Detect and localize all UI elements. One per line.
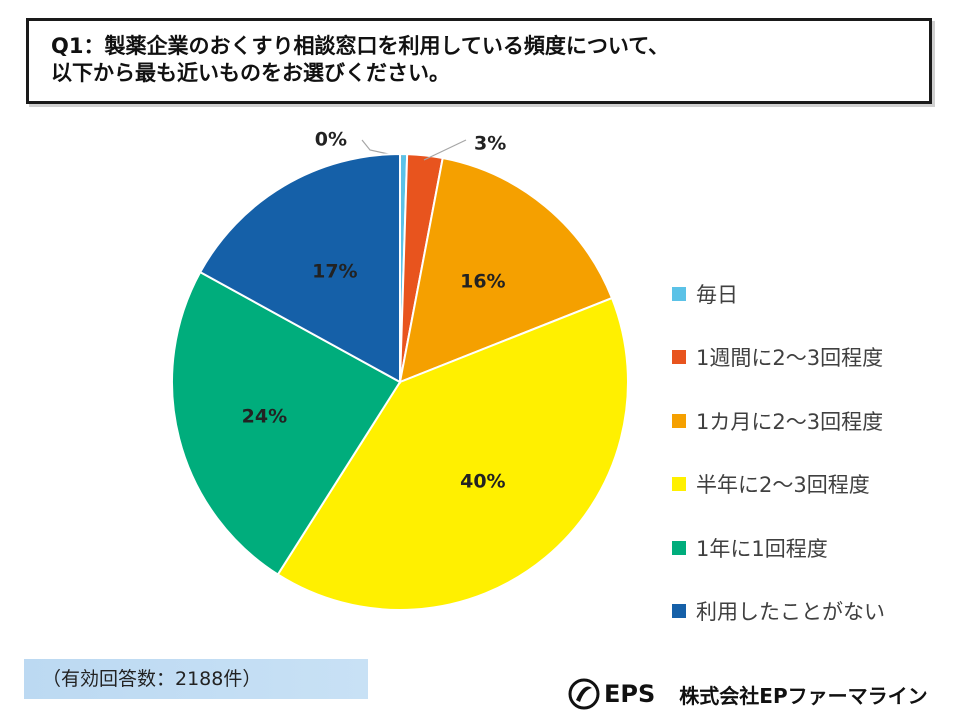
sample-size-note: （有効回答数：2188件）: [24, 659, 368, 699]
question-line-1: Q1：製薬企業のおくすり相談窓口を利用している頻度について、: [51, 34, 670, 58]
legend-swatch: [672, 287, 686, 301]
question-line-2: 以下から最も近いものをお選びください。: [51, 61, 450, 85]
legend-item: 1年に1回程度: [672, 532, 885, 564]
slice-data-label: 3%: [474, 133, 506, 155]
slice-data-label: 17%: [312, 260, 357, 282]
leader-line: [423, 139, 467, 161]
legend-swatch: [672, 603, 686, 618]
logo-text: EPS: [604, 680, 656, 708]
legend-swatch: [672, 350, 686, 365]
legend-label: 1年に1回程度: [696, 536, 828, 561]
question-box: Q1：製薬企業のおくすり相談窓口を利用している頻度について、 以下から最も近いも…: [26, 18, 932, 104]
legend-item: 1週間に2～3回程度: [672, 341, 885, 373]
legend-label: 毎日: [696, 283, 738, 307]
company-logo-icon: [568, 678, 600, 710]
legend: 毎日 1週間に2～3回程度 1カ月に2～3回程度 半年に2～3回程度 1年に1回程度利用…: [672, 278, 885, 658]
footer-logo: EPS 株式会社EPファーマライン: [568, 674, 928, 714]
legend-swatch: [672, 413, 686, 428]
pie-slice: [276, 296, 629, 611]
legend-label: 利用したことがない: [696, 599, 885, 624]
legend-label: 1カ月に2～3回程度: [696, 409, 884, 434]
legend-item: 1カ月に2～3回程度: [672, 405, 885, 437]
slice-data-label: 0%: [315, 129, 347, 151]
legend-swatch: [672, 540, 686, 555]
legend-swatch: [672, 477, 686, 492]
legend-label: 1週間に2～3回程度: [696, 346, 884, 371]
company-name: 株式会社EPファーマライン: [679, 683, 928, 708]
slice-data-label: 16%: [460, 270, 505, 292]
pie-slice: [398, 156, 614, 384]
slice-data-label: 40%: [460, 471, 505, 493]
legend-label: 半年に2～3回程度: [696, 473, 870, 498]
pie-slice: [171, 270, 402, 576]
slice-data-label: 24%: [242, 405, 287, 427]
pie-slice: [198, 152, 401, 384]
legend-item: 利用したことがない: [672, 595, 885, 627]
legend-item: 毎日: [672, 278, 885, 310]
legend-item: 半年に2～3回程度: [672, 468, 885, 500]
